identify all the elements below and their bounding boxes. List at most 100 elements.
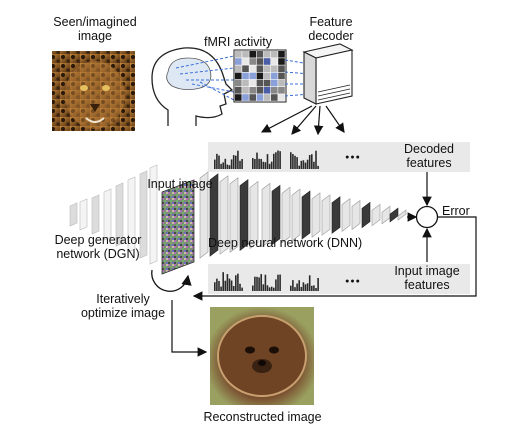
- voxel: [235, 87, 242, 94]
- voxel: [278, 72, 285, 80]
- histogram-bar: [256, 152, 258, 169]
- histogram-bar: [290, 152, 292, 169]
- histogram-bar: [268, 163, 271, 169]
- voxel: [271, 87, 278, 94]
- histogram-bar: [298, 165, 300, 169]
- histogram-bar: [218, 155, 220, 169]
- histogram-bar: [302, 160, 305, 169]
- dnn-layer: [271, 184, 281, 246]
- seen-image-label: Seen/imagined image: [53, 15, 137, 43]
- voxel: [235, 94, 242, 101]
- histogram-bar: [237, 150, 239, 169]
- histogram-bar: [222, 162, 224, 169]
- voxel: [249, 65, 256, 72]
- voxel: [278, 87, 285, 94]
- voxel: [263, 94, 271, 101]
- histogram-bar: [224, 158, 227, 169]
- voxel: [278, 65, 285, 72]
- decoded-feature-histograms: [214, 150, 319, 169]
- top-ellipsis: ●●●: [345, 154, 361, 161]
- voxel: [242, 94, 249, 101]
- voxel: [271, 79, 278, 87]
- voxel: [263, 51, 271, 58]
- histogram-bar: [258, 158, 260, 169]
- voxel: [249, 79, 256, 87]
- histogram-bar: [256, 276, 258, 291]
- histogram-bar: [279, 151, 281, 169]
- dnn-layer: [351, 199, 361, 231]
- histogram-bar: [237, 273, 239, 291]
- histogram-bar: [300, 160, 303, 169]
- voxel: [256, 72, 264, 80]
- decoded-features-label: Decoded features: [403, 142, 455, 170]
- histogram-bar: [214, 159, 216, 169]
- histogram-bar: [270, 286, 273, 291]
- voxel: [242, 51, 249, 58]
- dnn-layer: [281, 186, 291, 244]
- histogram-bar: [260, 158, 262, 169]
- histogram-bar: [294, 155, 296, 169]
- histogram-bar: [232, 155, 235, 169]
- dnn-layer: [301, 190, 311, 240]
- histogram-bar: [277, 150, 279, 169]
- decoder-arrows: [260, 105, 345, 136]
- voxel: [278, 94, 285, 101]
- histogram-bar: [311, 285, 313, 291]
- histogram-bar: [275, 152, 277, 169]
- histogram-bar: [218, 280, 220, 291]
- histogram-bar: [262, 284, 265, 291]
- histogram-bar: [214, 282, 216, 291]
- voxel: [278, 58, 285, 65]
- histogram-bar: [262, 161, 265, 169]
- dnn-layer: [291, 188, 301, 242]
- dnn-layer: [321, 194, 331, 236]
- reconstructed-photo: [210, 307, 314, 405]
- histogram-bar: [258, 277, 260, 291]
- histogram-bar: [317, 278, 319, 291]
- voxel: [256, 58, 264, 65]
- histogram-bar: [273, 287, 275, 291]
- voxel: [249, 72, 256, 80]
- voxel-grid-icon: [233, 49, 287, 103]
- dnn-layer: [397, 209, 407, 221]
- fmri-dashed-lines: [175, 55, 235, 101]
- histogram-bar: [302, 282, 305, 291]
- histogram-bar: [304, 162, 307, 169]
- dnn-layer: [229, 177, 239, 253]
- voxel: [242, 65, 249, 72]
- histogram-bar: [220, 163, 222, 169]
- noise-image: [161, 179, 195, 275]
- voxel: [256, 87, 264, 94]
- dnn-label: Deep neural network (DNN): [208, 236, 363, 250]
- server-icon: [302, 43, 354, 105]
- dgn-label: Deep generator network (DGN): [54, 233, 142, 261]
- leopard-photo: [52, 51, 135, 131]
- voxel: [242, 58, 249, 65]
- histogram-bar: [266, 285, 269, 291]
- histogram-bar: [298, 280, 300, 291]
- brain-icon: [166, 57, 212, 90]
- reconstructed-label: Reconstructed image: [203, 410, 322, 424]
- voxel: [271, 51, 278, 58]
- voxel: [242, 79, 249, 87]
- histogram-bar: [252, 285, 254, 291]
- dgn-layer: [115, 182, 124, 247]
- histogram-bar: [239, 283, 241, 291]
- histogram-bar: [239, 160, 241, 169]
- dnn-layer: [389, 207, 399, 223]
- voxel: [235, 65, 242, 72]
- histogram-bar: [292, 280, 294, 291]
- histogram-bar: [268, 287, 271, 291]
- dgn-layer: [69, 202, 78, 227]
- histogram-bar: [264, 162, 267, 169]
- histogram-bar: [300, 286, 303, 291]
- voxel: [263, 87, 271, 94]
- histogram-bar: [315, 287, 317, 291]
- histogram-bar: [311, 154, 313, 169]
- voxel: [249, 94, 256, 101]
- dgn-layer: [127, 176, 136, 253]
- histogram-bar: [296, 283, 298, 291]
- dgn-layer: [149, 164, 158, 265]
- histogram-bar: [220, 286, 222, 291]
- histogram-bar: [277, 274, 279, 291]
